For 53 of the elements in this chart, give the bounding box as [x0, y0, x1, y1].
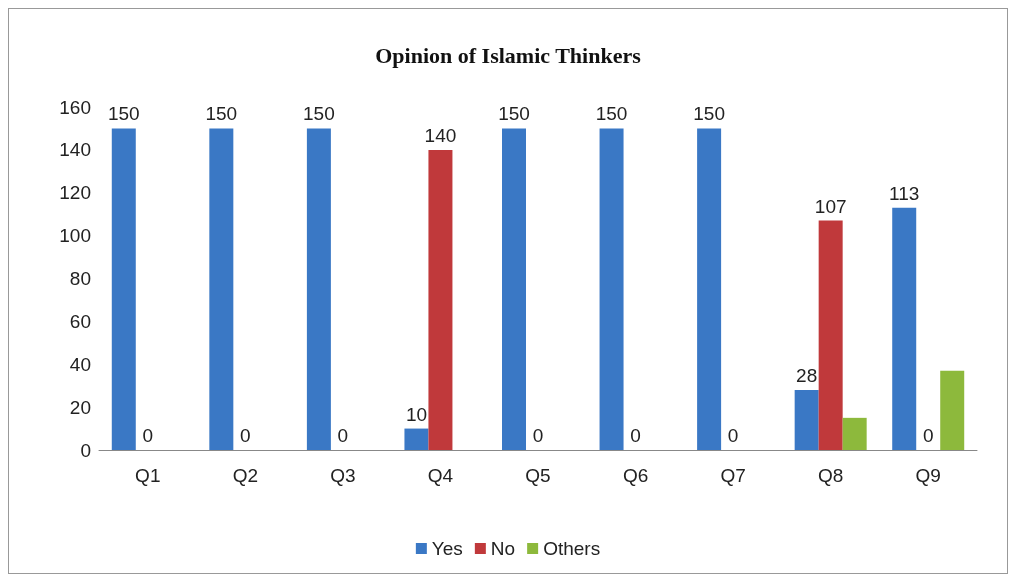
- bar: [940, 370, 965, 450]
- bar: [502, 128, 526, 450]
- data-label: 150: [595, 103, 628, 125]
- data-label: 0: [630, 425, 641, 446]
- bar: [818, 220, 843, 450]
- legend-label: No: [490, 538, 516, 559]
- bar: [842, 417, 867, 450]
- x-tick-label: Q1: [135, 465, 161, 486]
- data-label: 10: [405, 403, 428, 425]
- data-label: 140: [424, 124, 457, 146]
- bar: [111, 128, 136, 450]
- y-tick-label: 120: [59, 182, 91, 204]
- data-label: 113: [889, 182, 920, 204]
- y-tick-label: 160: [59, 96, 91, 118]
- y-tick-label: 0: [80, 439, 91, 461]
- data-label: 0: [727, 425, 739, 446]
- chart-title: Opinion of Islamic Thinkers: [375, 42, 642, 68]
- data-label: 150: [205, 103, 238, 125]
- x-tick-label: Q2: [232, 465, 259, 486]
- x-tick-label: Q6: [622, 465, 649, 486]
- y-tick-label: 40: [69, 353, 91, 375]
- bar: [599, 128, 624, 450]
- data-label: 0: [337, 425, 349, 446]
- bar: [306, 128, 331, 450]
- data-label: 150: [107, 103, 140, 125]
- x-tick-label: Q4: [427, 465, 454, 486]
- data-label: 0: [142, 425, 154, 446]
- data-label: 0: [922, 425, 934, 446]
- y-tick-label: 100: [59, 225, 91, 247]
- bar: [428, 149, 453, 450]
- y-tick-label: 140: [59, 139, 91, 161]
- x-tick-label: Q5: [525, 465, 551, 486]
- bar: [697, 128, 722, 450]
- data-label: 0: [240, 425, 251, 446]
- bar: [892, 207, 917, 450]
- y-tick-label: 20: [69, 396, 91, 418]
- bar: [404, 428, 429, 450]
- legend-label: Yes: [431, 538, 463, 559]
- data-label: 150: [498, 103, 530, 125]
- x-tick-label: Q9: [915, 465, 941, 486]
- legend-label: Others: [543, 538, 601, 559]
- y-tick-label: 80: [69, 268, 91, 289]
- x-tick-label: Q3: [330, 465, 356, 486]
- bar: [794, 389, 819, 450]
- y-tick-label: 60: [69, 310, 91, 332]
- data-label: 150: [693, 103, 725, 125]
- x-tick-label: Q7: [720, 465, 746, 486]
- x-tick-label: Q8: [817, 465, 844, 486]
- data-label: 150: [303, 103, 335, 125]
- data-label: 0: [532, 425, 544, 446]
- data-label: 28: [796, 364, 818, 386]
- data-label: 107: [814, 195, 847, 217]
- bar: [209, 128, 234, 450]
